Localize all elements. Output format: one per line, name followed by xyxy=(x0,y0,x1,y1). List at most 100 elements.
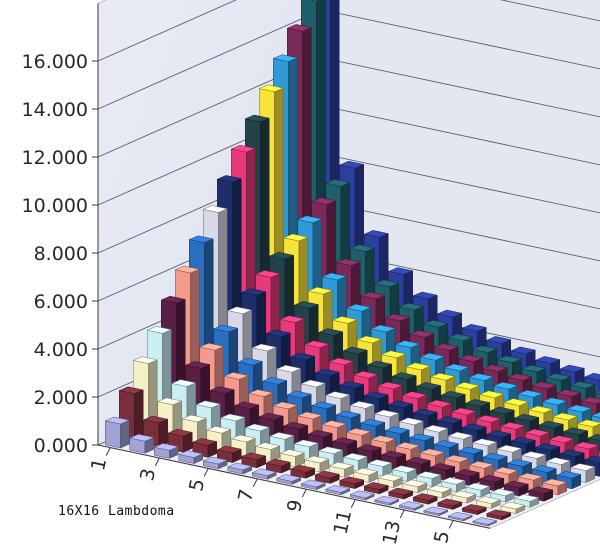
bar-top-face xyxy=(436,498,463,507)
bar-top-face xyxy=(268,432,295,440)
bar-top-face xyxy=(300,379,327,388)
bar-top-face xyxy=(377,381,404,390)
bar xyxy=(391,465,418,482)
bar-top-face xyxy=(309,0,320,2)
bar-top-face xyxy=(562,427,589,436)
bar-top-face xyxy=(293,439,320,448)
bar-top-face xyxy=(289,464,316,473)
bar-top-face xyxy=(244,114,271,123)
bar-top-face xyxy=(251,343,278,352)
bar-top-face xyxy=(300,479,327,488)
y-tick-label: 0.000 xyxy=(34,435,88,457)
bar-top-face xyxy=(331,316,358,324)
x-tick-mark xyxy=(154,457,160,467)
bar-top-face xyxy=(503,398,530,406)
bar-top-face xyxy=(468,373,495,381)
bar-top-face xyxy=(279,449,306,457)
bar-top-face xyxy=(517,389,544,398)
bar xyxy=(349,490,376,501)
bar-top-face xyxy=(345,303,372,312)
bar xyxy=(275,474,302,485)
bar-top-face xyxy=(363,230,390,238)
bar-top-face xyxy=(590,411,600,418)
bar-top-face xyxy=(429,463,456,471)
bar-top-face xyxy=(282,233,309,242)
bar-top-face xyxy=(167,428,194,437)
bar-top-face xyxy=(226,306,253,315)
bar xyxy=(513,494,540,508)
bar-top-face xyxy=(461,423,488,432)
bar xyxy=(265,458,292,474)
bar-top-face xyxy=(212,324,239,333)
bar-top-face xyxy=(447,511,474,520)
bar-top-face xyxy=(559,449,586,458)
bar-top-face xyxy=(394,442,421,450)
x-tick-label: 13 xyxy=(379,519,406,544)
bar-top-face xyxy=(398,417,425,426)
bar-top-face xyxy=(132,356,159,364)
bar xyxy=(279,449,306,468)
x-tick-label: 11 xyxy=(330,508,357,536)
bar-top-face xyxy=(405,457,432,465)
bar-top-face xyxy=(468,461,495,469)
bar-top-face xyxy=(387,487,414,496)
bar-top-face xyxy=(464,482,491,491)
bar-top-face xyxy=(555,389,582,397)
bar-top-face xyxy=(370,435,397,443)
bar-top-face xyxy=(349,244,376,252)
bar-top-face xyxy=(237,357,264,366)
bar-top-face xyxy=(104,416,131,425)
bar-top-face xyxy=(303,455,330,464)
bar-top-face xyxy=(275,364,302,373)
bar-top-face xyxy=(443,454,470,463)
bar-top-face xyxy=(415,471,442,479)
bar-top-face xyxy=(506,373,533,381)
bar-front-face xyxy=(105,420,121,449)
bar xyxy=(373,495,400,506)
bar-top-face xyxy=(405,362,432,371)
bar-side-face xyxy=(158,418,168,448)
bar-top-face xyxy=(499,501,526,510)
bar-top-face xyxy=(240,452,267,461)
bar-top-face xyxy=(415,382,442,390)
bar xyxy=(499,501,526,514)
bar-top-face xyxy=(426,399,453,408)
bar-top-face xyxy=(373,279,400,288)
bar-top-face xyxy=(440,477,467,485)
bar-top-face xyxy=(436,416,463,424)
bar xyxy=(436,498,463,510)
bar-top-face xyxy=(286,390,313,399)
bar-top-face xyxy=(335,410,362,419)
bar-top-face xyxy=(160,295,187,304)
bar-top-face xyxy=(566,404,593,413)
bar xyxy=(429,463,456,481)
bar-top-face xyxy=(254,270,281,278)
bar xyxy=(289,464,316,479)
bar-top-face xyxy=(538,420,565,429)
bar-top-face xyxy=(587,433,600,441)
x-tick-mark xyxy=(203,468,209,477)
bar-top-face xyxy=(517,472,544,481)
bar-top-face xyxy=(419,352,446,361)
bar-top-face xyxy=(450,407,477,416)
bar-top-face xyxy=(328,461,355,470)
bar-top-face xyxy=(226,462,253,471)
bar-top-face xyxy=(230,434,257,443)
bar-top-face xyxy=(142,415,169,424)
x-tick-label: 15 xyxy=(428,529,455,544)
bar-top-face xyxy=(342,453,369,461)
bar-top-face xyxy=(485,509,512,518)
bar-top-face xyxy=(524,428,551,437)
bar-top-face xyxy=(205,425,232,434)
bar-top-face xyxy=(457,354,484,363)
bar-top-face xyxy=(317,446,344,455)
bar-top-face xyxy=(223,372,250,380)
bar-top-face xyxy=(338,476,365,485)
bar xyxy=(324,485,351,496)
bar xyxy=(128,433,155,454)
bar xyxy=(450,490,477,504)
bar-top-face xyxy=(412,408,439,417)
